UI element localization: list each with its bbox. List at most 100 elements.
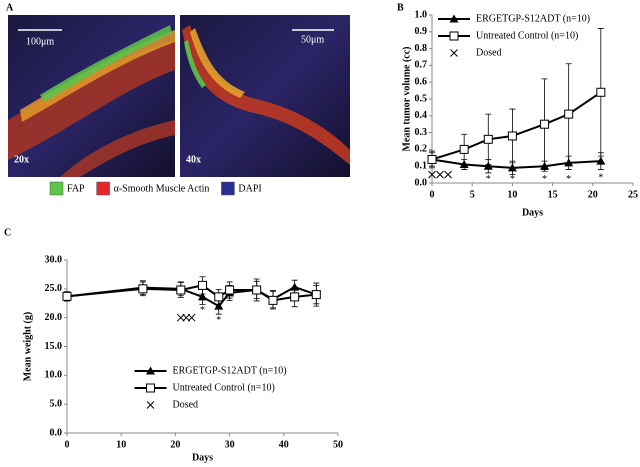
- marker: [596, 156, 606, 165]
- legend-marker: [449, 14, 459, 23]
- marker: [507, 163, 517, 172]
- stain-legend: FAP α-Smooth Muscle Actin DAPI: [49, 181, 262, 196]
- fiber: [190, 28, 245, 98]
- marker: [444, 170, 452, 179]
- fiber: [8, 40, 175, 160]
- legend-marker: [450, 49, 458, 57]
- marker: [138, 284, 148, 294]
- annotation: *: [510, 174, 515, 185]
- y-tick-label: 30.0: [45, 254, 63, 265]
- annotation: *: [566, 174, 571, 185]
- legend-swatch: [96, 181, 110, 196]
- legend-swatch: [49, 181, 64, 196]
- y-tick-label: 1.0: [415, 9, 428, 20]
- marker: [459, 144, 469, 154]
- marker: [483, 134, 493, 144]
- legend-swatch: [221, 181, 235, 196]
- legend-marker: [146, 366, 155, 375]
- marker: [290, 292, 300, 302]
- legend-marker: [146, 383, 155, 393]
- x-axis-label: Days: [522, 207, 543, 218]
- y-tick-label: 0.0: [50, 427, 63, 438]
- marker: [62, 291, 72, 301]
- marker: [182, 313, 191, 322]
- marker: [198, 292, 207, 301]
- series-line: [66, 286, 317, 308]
- marker: [290, 282, 300, 291]
- marker: [483, 161, 493, 170]
- marker: [596, 87, 606, 97]
- y-tick-label: 0.2: [415, 144, 428, 155]
- marker: [428, 170, 436, 179]
- marker: [268, 295, 278, 305]
- annotation: *: [598, 172, 603, 183]
- scale-label: 50μm: [301, 34, 324, 45]
- x-tick-label: 15: [548, 189, 558, 200]
- x-tick-label: 50: [333, 439, 343, 450]
- legend-label: ERGETGP-S12ADT (n=10): [173, 365, 287, 376]
- x-tick-label: 30: [225, 439, 235, 450]
- fiber: [184, 40, 206, 88]
- marker: [311, 290, 321, 300]
- legend-label: Dosed: [173, 399, 199, 410]
- y-tick-label: 5.0: [50, 398, 63, 409]
- y-tick-label: 0.3: [415, 127, 428, 138]
- magnification: 20x: [14, 154, 29, 165]
- annotation: *: [200, 305, 205, 316]
- y-tick-label: 0.7: [415, 60, 428, 71]
- y-tick-label: 0.1: [415, 160, 428, 171]
- marker: [564, 109, 574, 119]
- x-tick-label: 10: [507, 189, 517, 200]
- legend-label: α-Smooth Muscle Actin: [114, 183, 210, 194]
- x-tick-label: 25: [628, 189, 638, 200]
- y-tick-label: 0.4: [415, 110, 428, 121]
- x-tick-label: 40: [279, 439, 289, 450]
- y-axis-label: Mean weight (g): [22, 312, 33, 381]
- legend-label: DAPI: [238, 183, 261, 194]
- x-tick-label: 0: [65, 439, 70, 450]
- marker: [540, 119, 550, 129]
- marker: [214, 301, 224, 310]
- marker: [507, 131, 517, 141]
- scale-label: 100μm: [26, 36, 54, 47]
- legend-label: Untreated Control (n=10): [173, 382, 275, 393]
- legend-label: ERGETGP-S12ADT (n=10): [476, 13, 590, 24]
- legend-label: Dosed: [476, 47, 502, 58]
- panel-label: C: [4, 227, 11, 238]
- magnification: 40x: [186, 154, 201, 165]
- x-tick-label: 20: [170, 439, 180, 450]
- y-tick-label: 10.0: [45, 370, 63, 381]
- marker: [187, 313, 196, 322]
- series-line: [431, 91, 602, 161]
- marker: [198, 280, 207, 290]
- y-tick-label: 25.0: [45, 283, 63, 294]
- y-tick-label: 20.0: [45, 312, 63, 323]
- y-tick-label: 15.0: [45, 341, 63, 352]
- marker: [176, 285, 186, 295]
- legend-label: FAP: [67, 183, 85, 194]
- fiber: [60, 120, 175, 177]
- panel-label: A: [6, 2, 14, 13]
- marker: [252, 285, 262, 295]
- annotation: *: [542, 174, 547, 185]
- marker: [225, 285, 235, 295]
- x-tick-label: 0: [430, 189, 435, 200]
- fiber: [182, 25, 350, 165]
- marker: [176, 313, 185, 322]
- x-tick-label: 10: [116, 439, 126, 450]
- series-line: [431, 158, 601, 169]
- y-tick-label: 0.8: [415, 43, 428, 54]
- micrograph: 100μm 20x: [8, 15, 175, 177]
- y-tick-label: 0.5: [415, 93, 428, 104]
- series-line: [66, 284, 317, 302]
- marker: [436, 170, 444, 179]
- marker: [214, 292, 224, 302]
- fiber: [20, 30, 175, 122]
- y-tick-label: 0.9: [415, 26, 428, 37]
- x-axis-label: Days: [192, 452, 213, 463]
- y-axis-label: Mean tumor volume (cc): [401, 46, 412, 151]
- annotation: *: [486, 174, 491, 185]
- fiber: [40, 25, 172, 102]
- legend-marker: [449, 31, 459, 41]
